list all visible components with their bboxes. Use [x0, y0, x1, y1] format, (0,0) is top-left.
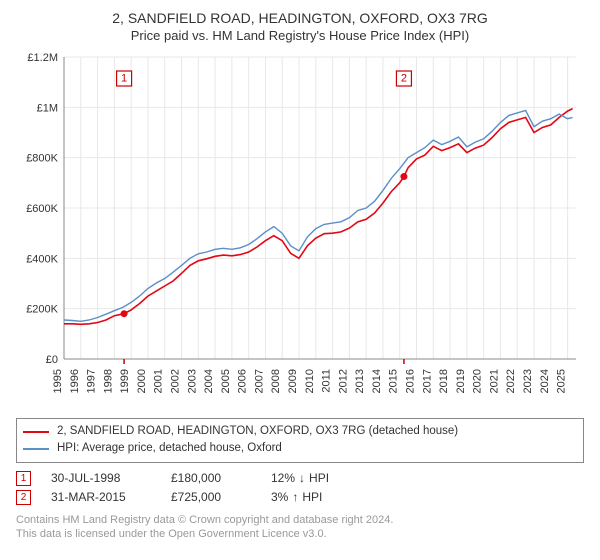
sale-pct-suffix: HPI [309, 471, 329, 485]
arrow-up-icon: ↑ [292, 490, 298, 504]
svg-text:1995: 1995 [52, 369, 64, 393]
svg-text:2003: 2003 [186, 369, 198, 393]
chart-svg: £0 £200K £400K £600K £800K £1M £1.2M 1995 1996 19… [16, 49, 584, 414]
sale-price: £180,000 [171, 471, 251, 485]
sale-pct: 3% ↑ HPI [271, 490, 361, 504]
svg-text:2019: 2019 [455, 369, 467, 393]
svg-text:2013: 2013 [354, 369, 366, 393]
svg-text:2009: 2009 [287, 369, 299, 393]
svg-text:2020: 2020 [472, 369, 484, 393]
svg-text:£1.2M: £1.2M [27, 52, 58, 64]
chart-title: 2, SANDFIELD ROAD, HEADINGTON, OXFORD, O… [16, 10, 584, 26]
svg-text:2022: 2022 [505, 369, 517, 393]
chart-area: £0 £200K £400K £600K £800K £1M £1.2M 1995 1996 19… [16, 49, 584, 414]
sale-marker-icon: 1 [16, 471, 31, 486]
arrow-down-icon: ↓ [299, 471, 305, 485]
svg-text:1999: 1999 [119, 369, 131, 393]
sale-pct-value: 3% [271, 490, 288, 504]
title-block: 2, SANDFIELD ROAD, HEADINGTON, OXFORD, O… [16, 10, 584, 43]
sale-date: 31-MAR-2015 [51, 490, 151, 504]
svg-text:£1M: £1M [37, 102, 58, 114]
sale-marker-icon: 2 [16, 490, 31, 505]
svg-text:2012: 2012 [337, 369, 349, 393]
sale-pct-suffix: HPI [302, 490, 322, 504]
svg-text:2004: 2004 [203, 369, 215, 393]
legend: 2, SANDFIELD ROAD, HEADINGTON, OXFORD, O… [16, 418, 584, 463]
svg-text:1996: 1996 [69, 369, 81, 393]
chart-container: 2, SANDFIELD ROAD, HEADINGTON, OXFORD, O… [0, 0, 600, 560]
svg-text:2005: 2005 [220, 369, 232, 393]
svg-text:1997: 1997 [86, 369, 98, 393]
svg-text:2000: 2000 [136, 369, 148, 393]
svg-text:2025: 2025 [556, 369, 568, 393]
svg-text:1998: 1998 [102, 369, 114, 393]
svg-text:2014: 2014 [371, 369, 383, 393]
svg-text:2015: 2015 [388, 369, 400, 393]
svg-text:1: 1 [121, 73, 127, 85]
legend-swatch-blue [23, 448, 49, 450]
svg-text:2017: 2017 [421, 369, 433, 393]
chart-subtitle: Price paid vs. HM Land Registry's House … [16, 28, 584, 43]
footer-line: Contains HM Land Registry data © Crown c… [16, 513, 584, 528]
svg-text:2011: 2011 [321, 369, 333, 393]
sales-row: 2 31-MAR-2015 £725,000 3% ↑ HPI [16, 490, 584, 505]
svg-text:£600K: £600K [26, 203, 58, 215]
svg-text:2001: 2001 [153, 369, 165, 393]
svg-text:2: 2 [401, 73, 407, 85]
svg-text:2016: 2016 [405, 369, 417, 393]
footer-line: This data is licensed under the Open Gov… [16, 527, 584, 542]
legend-swatch-red [23, 431, 49, 433]
legend-label: 2, SANDFIELD ROAD, HEADINGTON, OXFORD, O… [57, 423, 458, 440]
svg-text:2021: 2021 [488, 369, 500, 393]
svg-text:£200K: £200K [26, 304, 58, 316]
legend-row: HPI: Average price, detached house, Oxfo… [23, 440, 577, 457]
svg-text:2008: 2008 [270, 369, 282, 393]
svg-text:2018: 2018 [438, 369, 450, 393]
legend-row: 2, SANDFIELD ROAD, HEADINGTON, OXFORD, O… [23, 423, 577, 440]
sale-date: 30-JUL-1998 [51, 471, 151, 485]
svg-text:£800K: £800K [26, 153, 58, 165]
sales-table: 1 30-JUL-1998 £180,000 12% ↓ HPI 2 31-MA… [16, 471, 584, 505]
svg-text:2007: 2007 [253, 369, 265, 393]
sales-row: 1 30-JUL-1998 £180,000 12% ↓ HPI [16, 471, 584, 486]
legend-label: HPI: Average price, detached house, Oxfo… [57, 440, 282, 457]
svg-text:2010: 2010 [304, 369, 316, 393]
footer: Contains HM Land Registry data © Crown c… [16, 513, 584, 543]
svg-text:2024: 2024 [539, 369, 551, 393]
sale-price: £725,000 [171, 490, 251, 504]
svg-text:2002: 2002 [170, 369, 182, 393]
sale-pct-value: 12% [271, 471, 295, 485]
svg-text:2023: 2023 [522, 369, 534, 393]
svg-text:£400K: £400K [26, 253, 58, 265]
svg-text:2006: 2006 [237, 369, 249, 393]
sale-pct: 12% ↓ HPI [271, 471, 361, 485]
svg-text:£0: £0 [46, 354, 58, 366]
